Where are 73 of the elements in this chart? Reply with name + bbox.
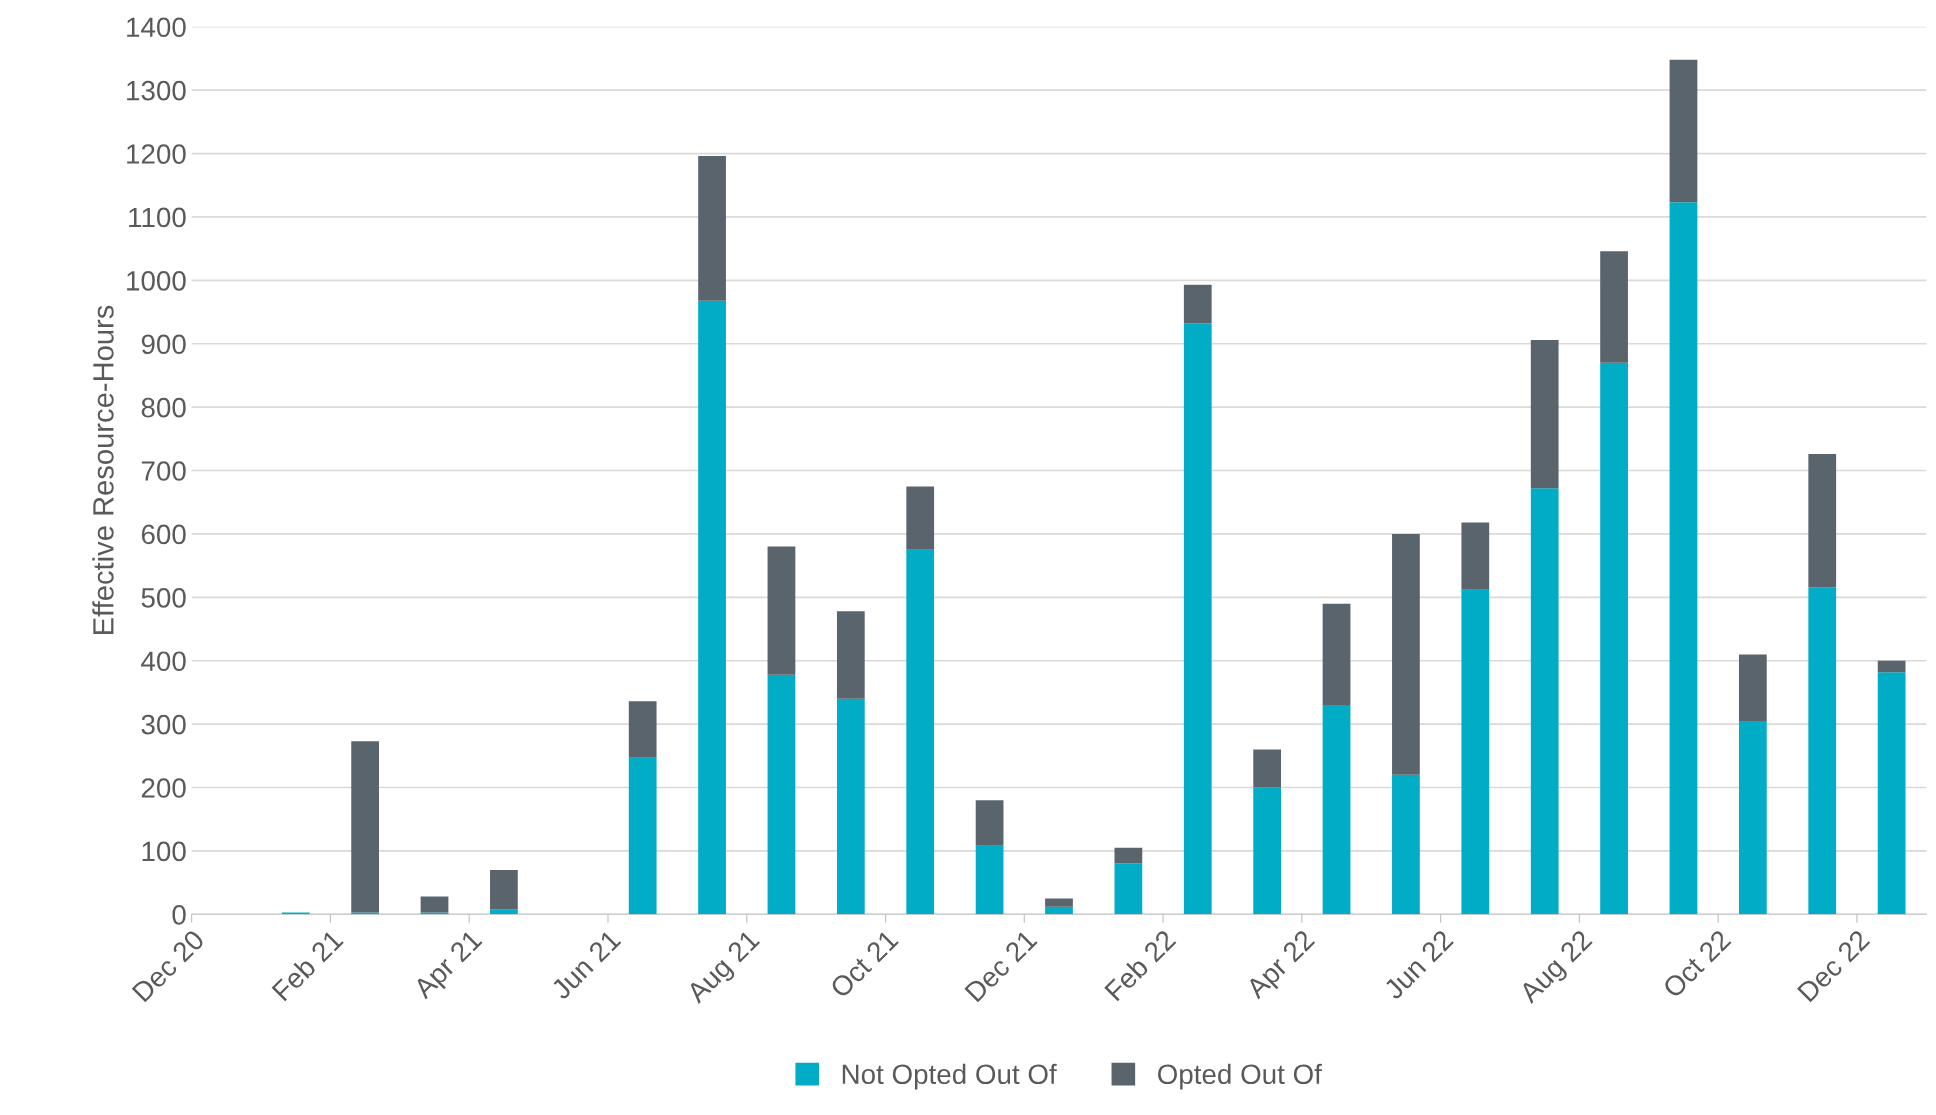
- bar: [1322, 603, 1351, 706]
- bar: [975, 800, 1004, 846]
- y-tick-label: 1200: [127, 144, 186, 164]
- bar: [1530, 339, 1559, 489]
- bar: [1114, 847, 1143, 864]
- legend-label: Not Opted Out Of: [842, 1063, 1057, 1090]
- x-tick-label: Feb 21: [270, 928, 344, 1002]
- bar: [351, 741, 380, 913]
- bar: [1877, 660, 1906, 673]
- bar: [1738, 720, 1767, 915]
- bar: [1045, 898, 1073, 907]
- y-tick-label: 300: [141, 714, 186, 735]
- bar: [1253, 749, 1282, 788]
- bar: [490, 869, 518, 910]
- legend-label: Opted Out Of: [1158, 1063, 1322, 1090]
- y-tick-label: 400: [141, 651, 186, 672]
- x-tick-label: Dec 20: [131, 928, 206, 1003]
- y-tick-label: 100: [142, 841, 186, 862]
- bar: [1183, 323, 1212, 915]
- bar: [1669, 202, 1698, 915]
- bar: [1808, 454, 1837, 588]
- bar: [1045, 906, 1073, 915]
- y-tick-label: 600: [141, 524, 186, 545]
- bar: [1877, 672, 1906, 915]
- bar: [698, 300, 726, 915]
- y-tick-label: 800: [141, 397, 186, 418]
- x-tick-label: Aug 22: [1517, 929, 1597, 1009]
- bar: [698, 156, 726, 301]
- bar: [836, 611, 865, 699]
- bar: [767, 546, 796, 675]
- bar: [628, 757, 657, 915]
- bar: [1392, 533, 1420, 775]
- bar: [1461, 589, 1490, 915]
- x-tick-label: Aug 21: [685, 928, 765, 1009]
- bar: [1600, 251, 1628, 363]
- y-tick-label: 1400: [127, 17, 186, 38]
- bar: [906, 549, 935, 915]
- x-tick-label: Apr 21: [411, 928, 487, 1004]
- bar: [1114, 863, 1143, 915]
- y-tick-label: 900: [141, 334, 186, 355]
- bar: [1669, 59, 1698, 203]
- y-tick-label: 1100: [129, 207, 186, 228]
- bar: [767, 674, 796, 915]
- bar: [1530, 488, 1559, 915]
- bar: [628, 701, 657, 758]
- y-tick-label: 500: [141, 587, 186, 608]
- bar: [1600, 362, 1628, 915]
- x-tick-label: Oct 21: [829, 928, 899, 999]
- x-tick-label: Jun 21: [549, 928, 622, 1001]
- y-axis-title: Effective Resource-Hours: [92, 305, 114, 635]
- x-tick-label: Jun 22: [1382, 928, 1455, 1001]
- bar: [836, 698, 865, 915]
- x-tick-label: Dec 21: [964, 928, 1038, 1003]
- x-tick-label: Oct 22: [1661, 929, 1732, 999]
- bar: [1738, 654, 1767, 721]
- x-tick-label: Apr 22: [1244, 929, 1320, 1004]
- x-tick-label: Dec 22: [1796, 929, 1871, 1003]
- bar: [420, 896, 449, 913]
- bar: [975, 845, 1004, 915]
- bar: [1808, 587, 1837, 915]
- bar: [1461, 522, 1490, 590]
- y-tick-label: 0: [172, 904, 186, 925]
- x-tick-label: Feb 22: [1103, 928, 1177, 1002]
- y-tick-label: 1300: [127, 80, 186, 101]
- y-tick-label: 1000: [127, 271, 186, 291]
- bar: [1253, 787, 1282, 915]
- bar: [1322, 705, 1351, 915]
- bar: [490, 909, 518, 915]
- bar: [1392, 774, 1420, 915]
- y-tick-label: 200: [141, 778, 186, 798]
- bar: [906, 486, 935, 550]
- y-tick-label: 700: [141, 461, 186, 481]
- bar: [1183, 284, 1212, 324]
